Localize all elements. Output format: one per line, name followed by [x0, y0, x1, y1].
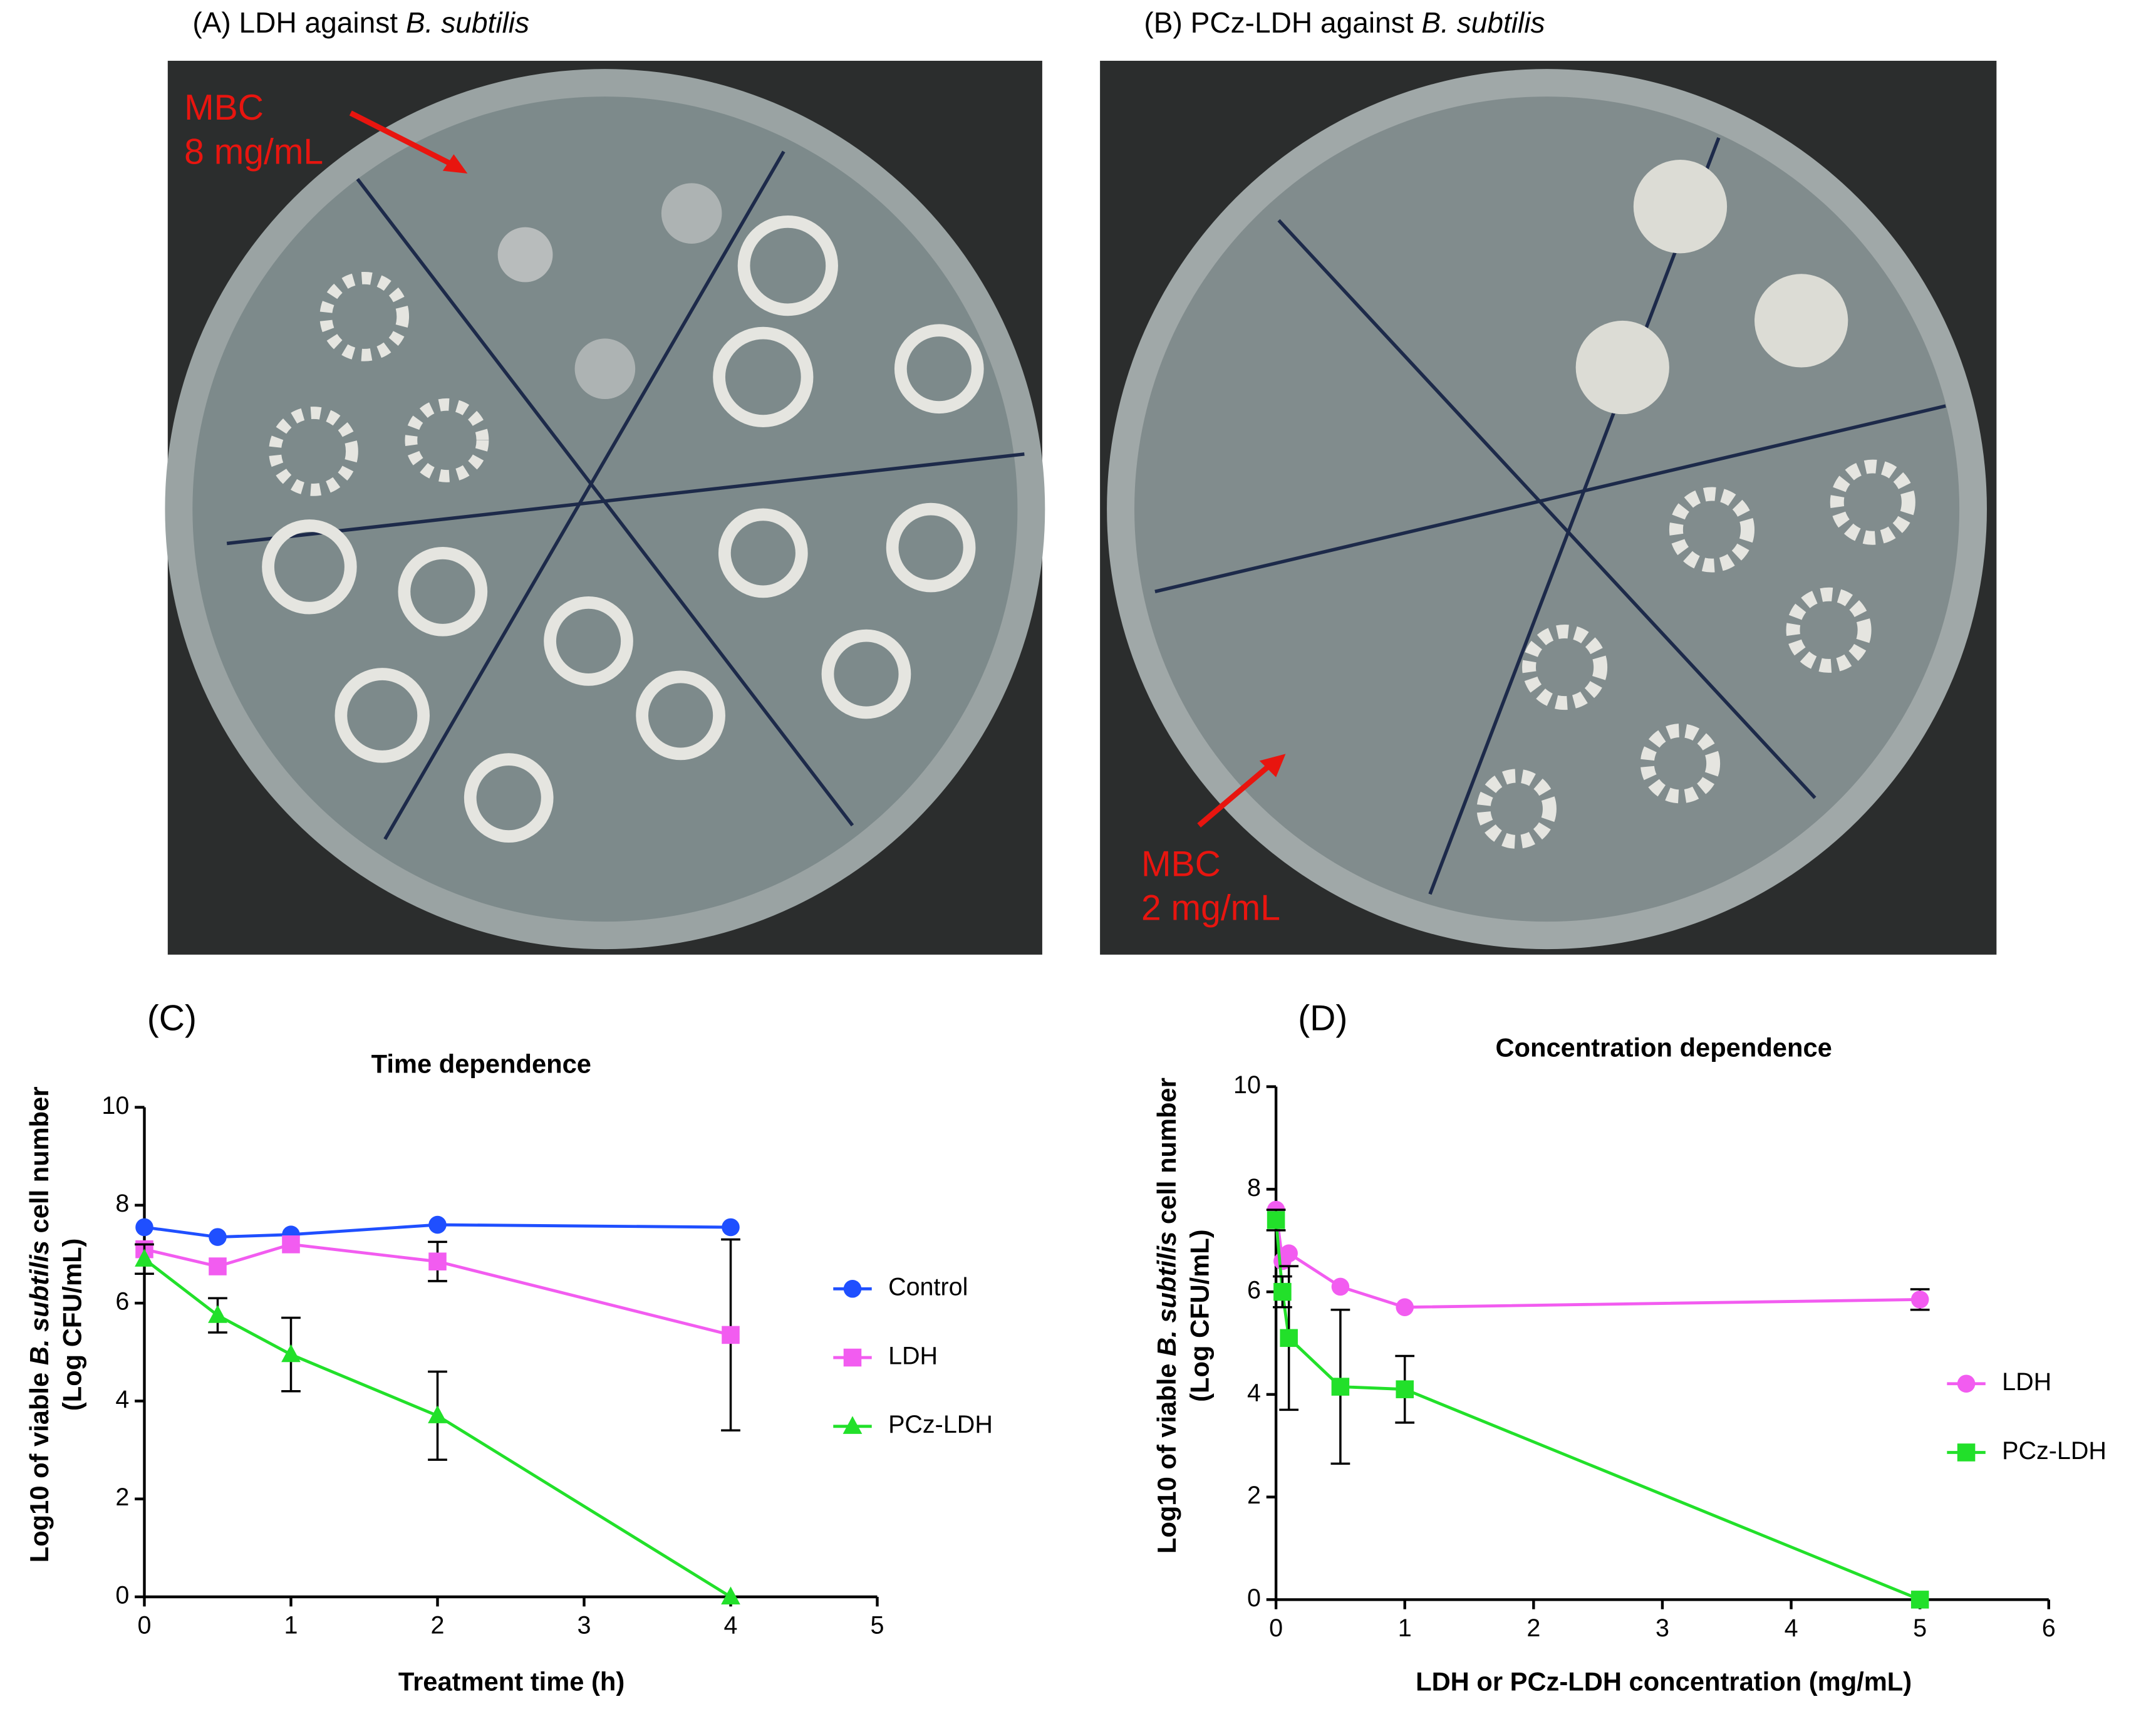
mbc-note: MBC	[1141, 844, 1221, 884]
x-tick-label: 1	[284, 1612, 298, 1639]
y-axis-label: Log10 of viable B. subtilis cell number	[24, 1086, 54, 1562]
marker	[722, 1218, 740, 1237]
x-tick-label: 5	[1913, 1614, 1927, 1642]
y-tick-label: 10	[1233, 1071, 1261, 1099]
y-tick-label: 8	[115, 1190, 129, 1217]
x-tick-label: 3	[1656, 1614, 1669, 1642]
legend-marker	[843, 1348, 862, 1367]
marker	[428, 1405, 447, 1423]
marker	[135, 1218, 153, 1237]
y-tick-label: 8	[1247, 1174, 1261, 1202]
mbc-note: 2 mg/mL	[1141, 888, 1280, 928]
marker	[208, 1305, 227, 1323]
marker	[209, 1257, 227, 1275]
panel-title-italic: B. subtilis	[1421, 6, 1545, 39]
legend-marker	[1957, 1443, 1976, 1462]
marker	[1910, 1291, 1929, 1309]
x-tick-label: 3	[578, 1612, 591, 1639]
y-tick-label: 4	[1247, 1379, 1261, 1406]
y-tick-label: 4	[115, 1386, 129, 1413]
chart-title: Time dependence	[371, 1049, 591, 1079]
y-axis-label-part: Log10 of viable	[24, 1365, 54, 1562]
mbc-note: MBC	[184, 88, 264, 128]
panel-title: (B) PCz-LDH against B. subtilis	[1144, 6, 1545, 39]
marker	[722, 1326, 740, 1344]
y-axis-label-part: B. subtilis	[1152, 1232, 1181, 1356]
x-tick-label: 4	[1785, 1614, 1798, 1642]
marker	[721, 1586, 740, 1605]
legend-marker	[843, 1280, 862, 1298]
marker	[135, 1249, 154, 1267]
marker	[1273, 1282, 1292, 1301]
legend-label: PCz-LDH	[2002, 1437, 2107, 1465]
y-tick-label: 2	[1247, 1482, 1261, 1509]
marker	[1910, 1591, 1929, 1609]
panel-title-italic: B. subtilis	[406, 6, 529, 39]
panel-title: (A) LDH against B. subtilis	[192, 6, 529, 39]
x-tick-label: 0	[138, 1612, 152, 1639]
panel-label: (C)	[147, 998, 197, 1038]
photo-b	[1100, 61, 1997, 955]
y-tick-label: 0	[115, 1581, 129, 1609]
legend-label: LDH	[888, 1342, 938, 1369]
x-axis-label: Treatment time (h)	[398, 1666, 625, 1696]
y-axis-label: Log10 of viable B. subtilis cell number	[1152, 1078, 1181, 1554]
y-tick-label: 0	[1247, 1584, 1261, 1612]
marker	[1331, 1277, 1350, 1296]
mbc-note: 8 mg/mL	[184, 132, 323, 172]
legend-marker	[1957, 1374, 1976, 1393]
chart-title: Concentration dependence	[1495, 1032, 1832, 1062]
series-line	[1274, 1209, 1920, 1309]
marker	[428, 1252, 447, 1270]
marker	[209, 1228, 227, 1246]
y-tick-label: 2	[115, 1483, 129, 1511]
x-tick-label: 4	[724, 1612, 738, 1639]
panel-title-text: (A) LDH against	[192, 6, 406, 39]
y-axis-label-part: cell number	[1152, 1078, 1181, 1232]
panel-title-text: (B) PCz-LDH against	[1144, 6, 1421, 39]
y-tick-label: 10	[101, 1092, 129, 1119]
marker	[1396, 1298, 1414, 1316]
y-axis-label-part: B. subtilis	[24, 1240, 54, 1365]
series-line	[1274, 1220, 1921, 1601]
photo-a	[165, 61, 1045, 955]
marker	[1267, 1211, 1285, 1229]
marker	[1331, 1378, 1350, 1396]
legend-label: Control	[888, 1274, 968, 1301]
x-tick-label: 0	[1269, 1614, 1283, 1642]
y-tick-label: 6	[115, 1288, 129, 1316]
panel-label: (D)	[1298, 998, 1347, 1038]
x-tick-label: 2	[431, 1612, 445, 1639]
marker	[1280, 1329, 1298, 1348]
y-axis-label-part: Log10 of viable	[1152, 1356, 1181, 1554]
y-axis-label: (Log CFU/mL)	[58, 1239, 87, 1411]
y-axis-label: (Log CFU/mL)	[1185, 1229, 1215, 1402]
x-tick-label: 6	[2042, 1614, 2056, 1642]
marker	[281, 1344, 301, 1363]
marker	[428, 1215, 447, 1234]
x-tick-label: 5	[871, 1612, 884, 1639]
legend-label: PCz-LDH	[888, 1411, 993, 1438]
x-axis-label: LDH or PCz-LDH concentration (mg/mL)	[1416, 1666, 1912, 1696]
x-tick-label: 1	[1398, 1614, 1412, 1642]
marker	[1280, 1244, 1298, 1262]
x-tick-label: 2	[1526, 1614, 1540, 1642]
legend-marker	[842, 1416, 863, 1434]
marker	[282, 1235, 300, 1254]
legend-label: LDH	[2002, 1368, 2051, 1396]
y-axis-label-part: cell number	[24, 1086, 54, 1240]
marker	[1396, 1380, 1414, 1398]
y-tick-label: 6	[1247, 1277, 1261, 1304]
